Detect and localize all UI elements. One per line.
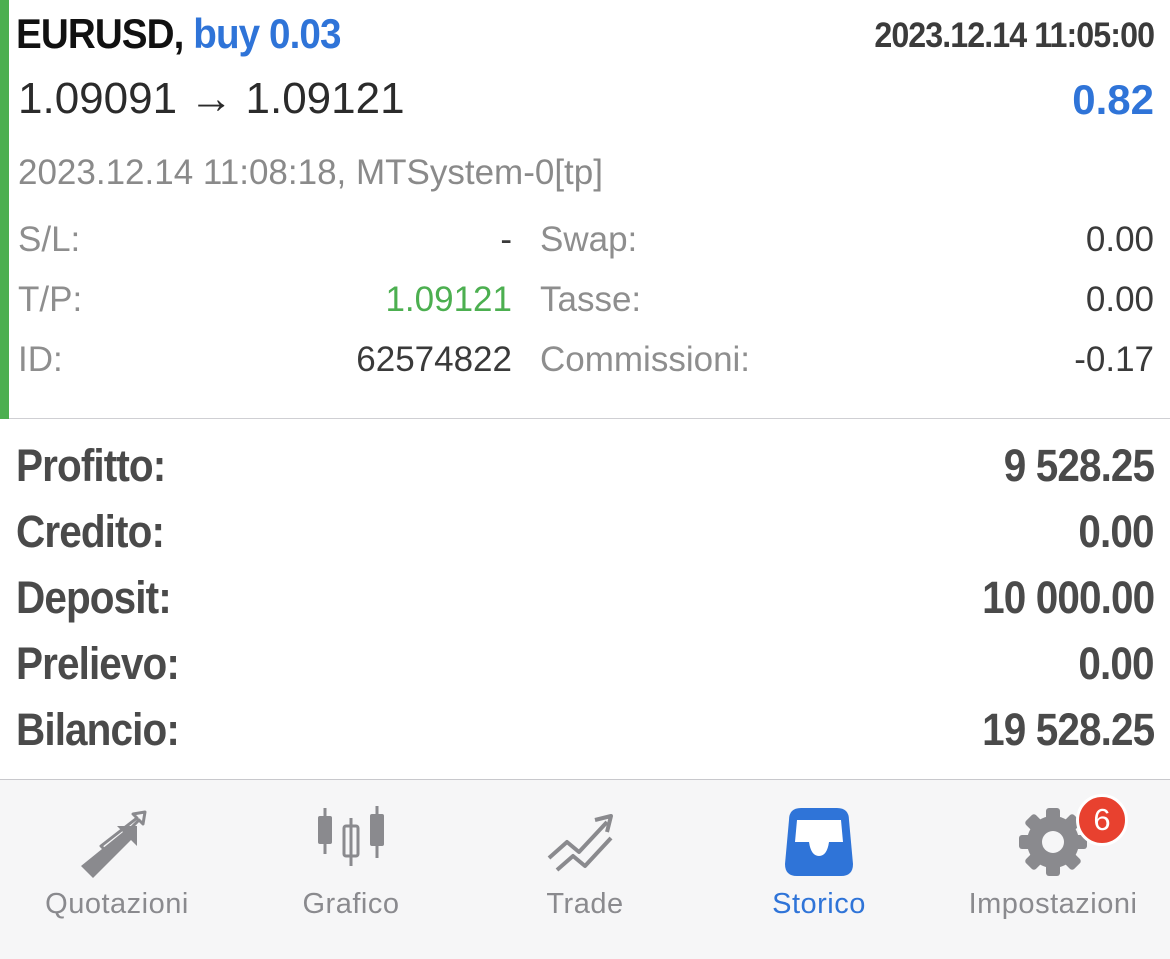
profit-label: Profitto: bbox=[16, 440, 166, 491]
gear-icon bbox=[1013, 802, 1093, 882]
commission-value: -0.17 bbox=[1074, 340, 1154, 379]
trade-card[interactable]: EURUSD, buy 0.03 2023.12.14 11:05:00 1.0… bbox=[0, 0, 1170, 419]
tab-impostazioni-label: Impostazioni bbox=[968, 888, 1138, 920]
trade-trend-icon bbox=[545, 802, 625, 882]
summary-row-balance: Bilancio: 19 528.25 bbox=[0, 704, 1170, 764]
tab-storico-label: Storico bbox=[772, 888, 866, 920]
tab-trade[interactable]: Trade bbox=[468, 780, 702, 959]
summary-row-credit: Credito: 0.00 bbox=[0, 506, 1170, 566]
tab-grafico-label: Grafico bbox=[302, 888, 400, 920]
tab-quotazioni-label: Quotazioni bbox=[45, 888, 189, 920]
trade-side-volume: buy 0.03 bbox=[193, 10, 341, 57]
tab-quotazioni[interactable]: Quotazioni bbox=[0, 780, 234, 959]
credit-value: 0.00 bbox=[1078, 506, 1155, 557]
sl-value: - bbox=[500, 220, 512, 259]
trade-title: EURUSD, buy 0.03 bbox=[16, 10, 341, 58]
trade-symbol: EURUSD, bbox=[16, 10, 184, 57]
trade-open-time: 2023.12.14 11:05:00 bbox=[874, 16, 1155, 55]
candlestick-chart-icon bbox=[311, 802, 391, 882]
tab-storico[interactable]: Storico bbox=[702, 780, 936, 959]
profit-value: 9 528.25 bbox=[1003, 440, 1155, 491]
tab-impostazioni[interactable]: 6 Impostazioni bbox=[936, 780, 1170, 959]
tp-value: 1.09121 bbox=[385, 280, 512, 319]
withdrawal-label: Prelievo: bbox=[16, 638, 180, 689]
credit-label: Credito: bbox=[16, 506, 165, 557]
summary-row-profit: Profitto: 9 528.25 bbox=[0, 440, 1170, 500]
balance-value: 19 528.25 bbox=[981, 704, 1155, 755]
sl-label: S/L: bbox=[18, 220, 81, 259]
withdrawal-value: 0.00 bbox=[1078, 638, 1155, 689]
commission-label: Commissioni: bbox=[540, 340, 751, 379]
quotes-arrows-icon bbox=[77, 802, 157, 882]
summary-row-deposit: Deposit: 10 000.00 bbox=[0, 572, 1170, 632]
bottom-tab-bar: Quotazioni Grafico Trade bbox=[0, 779, 1170, 959]
tab-grafico[interactable]: Grafico bbox=[234, 780, 468, 959]
tab-trade-label: Trade bbox=[546, 888, 624, 920]
trade-accent-bar bbox=[0, 0, 9, 419]
swap-value: 0.00 bbox=[1085, 220, 1154, 259]
trade-price-move: 1.09091 → 1.09121 bbox=[18, 74, 405, 123]
trade-profit: 0.82 bbox=[1072, 76, 1154, 123]
balance-label: Bilancio: bbox=[16, 704, 180, 755]
trade-close-info: 2023.12.14 11:08:18, MTSystem-0[tp] bbox=[18, 153, 603, 192]
deposit-value: 10 000.00 bbox=[981, 572, 1155, 623]
notification-badge: 6 bbox=[1076, 794, 1128, 846]
tax-value: 0.00 bbox=[1085, 280, 1154, 319]
history-inbox-icon bbox=[779, 802, 859, 882]
id-value: 62574822 bbox=[356, 340, 512, 379]
id-label: ID: bbox=[18, 340, 63, 379]
tax-label: Tasse: bbox=[540, 280, 642, 319]
swap-label: Swap: bbox=[540, 220, 638, 259]
summary-row-withdrawal: Prelievo: 0.00 bbox=[0, 638, 1170, 698]
deposit-label: Deposit: bbox=[16, 572, 172, 623]
tp-label: T/P: bbox=[18, 280, 83, 319]
